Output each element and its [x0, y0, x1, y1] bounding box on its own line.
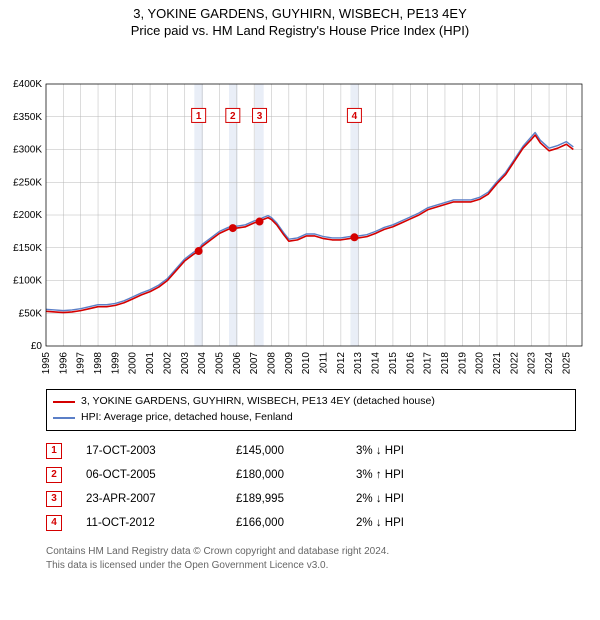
chart-titles: 3, YOKINE GARDENS, GUYHIRN, WISBECH, PE1…	[0, 0, 600, 38]
svg-text:2012: 2012	[336, 352, 347, 375]
transaction-row: 1 17-OCT-2003£145,0003% ↓ HPI	[46, 439, 576, 463]
svg-text:2013: 2013	[353, 352, 364, 375]
svg-text:2014: 2014	[371, 352, 382, 375]
transaction-price: £166,000	[236, 517, 356, 529]
svg-text:2001: 2001	[145, 352, 156, 375]
svg-text:2020: 2020	[475, 352, 486, 375]
svg-text:2: 2	[230, 111, 236, 122]
title-line-2: Price paid vs. HM Land Registry's House …	[0, 23, 600, 38]
svg-text:2005: 2005	[214, 352, 225, 375]
transaction-marker: 4	[46, 515, 62, 531]
footer-line-2: This data is licensed under the Open Gov…	[46, 559, 576, 573]
svg-text:2000: 2000	[128, 352, 139, 375]
transaction-hpi: 2% ↓ HPI	[356, 517, 466, 529]
legend-label: 3, YOKINE GARDENS, GUYHIRN, WISBECH, PE1…	[81, 394, 435, 410]
svg-text:2004: 2004	[197, 352, 208, 375]
svg-text:£50K: £50K	[19, 308, 43, 319]
title-line-1: 3, YOKINE GARDENS, GUYHIRN, WISBECH, PE1…	[0, 6, 600, 21]
transaction-row: 3 23-APR-2007£189,9952% ↓ HPI	[46, 487, 576, 511]
transaction-date: 11-OCT-2012	[86, 517, 236, 529]
svg-text:2019: 2019	[457, 352, 468, 375]
svg-text:1998: 1998	[93, 352, 104, 375]
page: 3, YOKINE GARDENS, GUYHIRN, WISBECH, PE1…	[0, 0, 600, 573]
svg-text:2015: 2015	[388, 352, 399, 375]
svg-text:2023: 2023	[527, 352, 538, 375]
transaction-price: £180,000	[236, 469, 356, 481]
svg-text:2008: 2008	[267, 352, 278, 375]
transaction-hpi: 3% ↑ HPI	[356, 469, 466, 481]
transaction-table: 1 17-OCT-2003£145,0003% ↓ HPI 2 06-OCT-2005…	[46, 439, 576, 535]
transaction-date: 23-APR-2007	[86, 493, 236, 505]
svg-text:1996: 1996	[58, 352, 69, 375]
svg-text:2021: 2021	[492, 352, 503, 375]
price-chart: £0 £50K £100K £150K £200K £250K £300K £350K £400…	[0, 38, 600, 378]
chart-container: £0 £50K £100K £150K £200K £250K £300K £350K £400…	[0, 38, 600, 383]
transaction-marker: 1	[46, 443, 62, 459]
svg-text:1: 1	[196, 111, 202, 122]
svg-text:£200K: £200K	[13, 210, 42, 221]
legend: 3, YOKINE GARDENS, GUYHIRN, WISBECH, PE1…	[46, 389, 576, 431]
svg-text:1995: 1995	[41, 352, 52, 375]
svg-text:2007: 2007	[249, 352, 260, 375]
svg-text:2016: 2016	[405, 352, 416, 375]
svg-text:£250K: £250K	[13, 177, 42, 188]
svg-text:2010: 2010	[301, 352, 312, 375]
legend-row: HPI: Average price, detached house, Fenl…	[53, 410, 569, 426]
svg-text:£100K: £100K	[13, 276, 42, 287]
svg-text:2003: 2003	[180, 352, 191, 375]
transaction-row: 2 06-OCT-2005£180,0003% ↑ HPI	[46, 463, 576, 487]
svg-text:£350K: £350K	[13, 112, 42, 123]
legend-row: 3, YOKINE GARDENS, GUYHIRN, WISBECH, PE1…	[53, 394, 569, 410]
footer-attribution: Contains HM Land Registry data © Crown c…	[46, 545, 576, 573]
transaction-hpi: 2% ↓ HPI	[356, 493, 466, 505]
transaction-date: 17-OCT-2003	[86, 445, 236, 457]
svg-text:2002: 2002	[162, 352, 173, 375]
transaction-price: £189,995	[236, 493, 356, 505]
svg-text:£0: £0	[31, 341, 43, 352]
svg-text:2017: 2017	[423, 352, 434, 375]
svg-text:2018: 2018	[440, 352, 451, 375]
svg-text:2006: 2006	[232, 352, 243, 375]
svg-text:4: 4	[352, 111, 358, 122]
svg-text:2011: 2011	[319, 352, 330, 374]
transaction-price: £145,000	[236, 445, 356, 457]
svg-text:2024: 2024	[544, 352, 555, 375]
svg-text:1999: 1999	[110, 352, 121, 375]
legend-swatch	[53, 401, 75, 403]
transaction-hpi: 3% ↓ HPI	[356, 445, 466, 457]
svg-text:3: 3	[257, 111, 263, 122]
svg-text:1997: 1997	[76, 352, 87, 375]
footer-line-1: Contains HM Land Registry data © Crown c…	[46, 545, 576, 559]
svg-text:2025: 2025	[561, 352, 572, 375]
transaction-date: 06-OCT-2005	[86, 469, 236, 481]
legend-label: HPI: Average price, detached house, Fenl…	[81, 410, 293, 426]
svg-text:2022: 2022	[509, 352, 520, 375]
transaction-marker: 3	[46, 491, 62, 507]
transaction-row: 4 11-OCT-2012£166,0002% ↓ HPI	[46, 511, 576, 535]
transaction-marker: 2	[46, 467, 62, 483]
svg-text:£400K: £400K	[13, 79, 42, 90]
svg-text:£300K: £300K	[13, 145, 42, 156]
svg-text:£150K: £150K	[13, 243, 42, 254]
legend-swatch	[53, 417, 75, 419]
svg-text:2009: 2009	[284, 352, 295, 375]
